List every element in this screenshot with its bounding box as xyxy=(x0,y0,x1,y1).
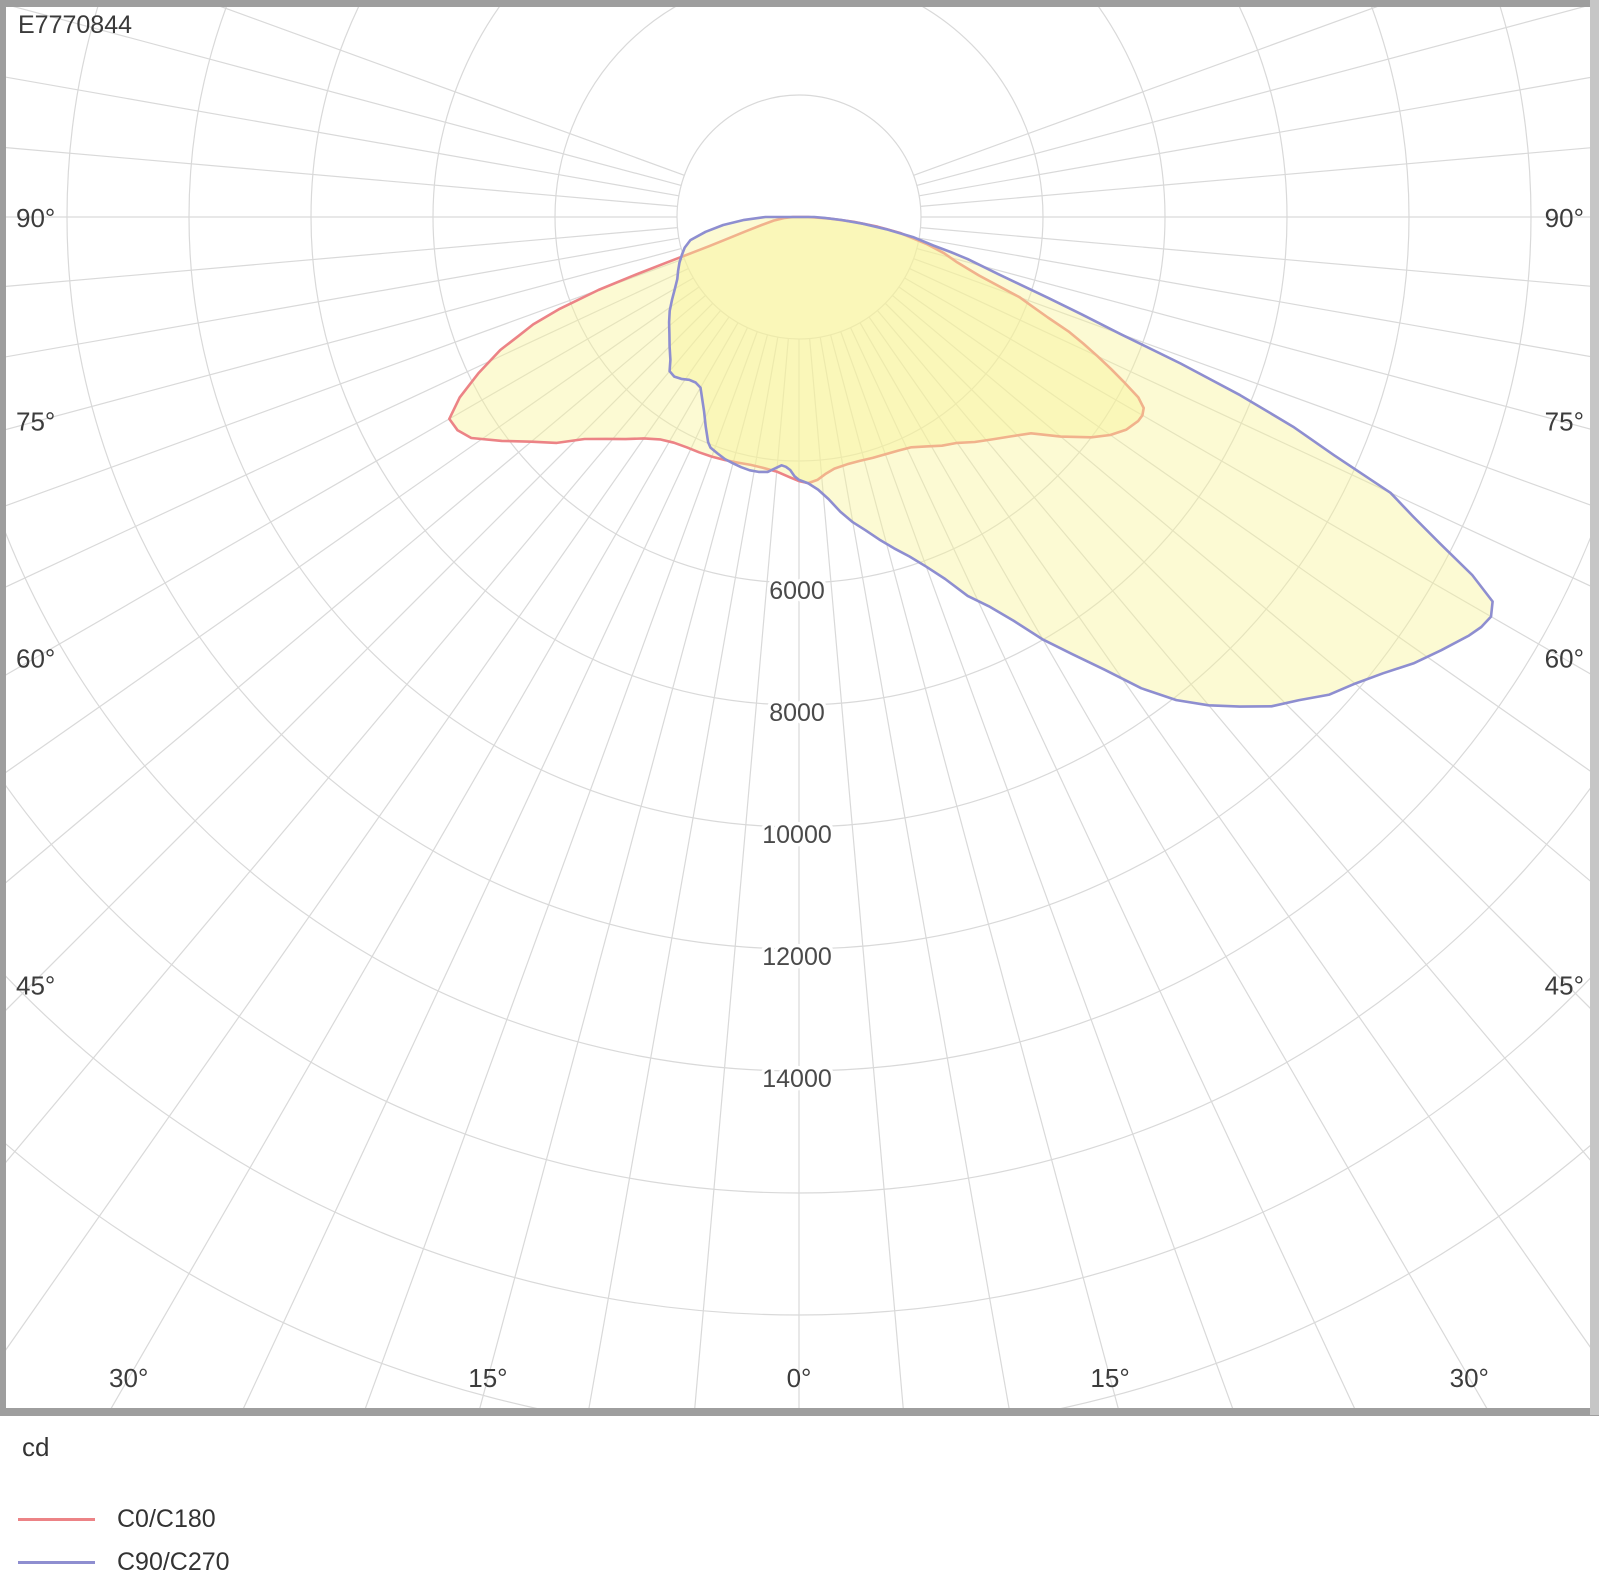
gamma-spoke-50 xyxy=(892,294,1590,882)
gamma-spoke-100 xyxy=(919,76,1590,197)
intensity-ring-label-14000: 14000 xyxy=(762,1065,832,1093)
intensity-ring-label-6000: 6000 xyxy=(769,577,825,605)
gamma-spoke-65 xyxy=(909,268,1590,587)
gamma-spoke--20 xyxy=(364,331,758,1408)
gamma-spoke--75 xyxy=(6,247,682,431)
gamma-spoke--40 xyxy=(6,310,722,1163)
gamma-spoke-25 xyxy=(850,327,1356,1408)
gamma-spoke-70 xyxy=(913,258,1590,506)
intensity-ring-label-12000: 12000 xyxy=(762,943,832,971)
gamma-label-bottom-r15: 15° xyxy=(1090,1363,1129,1393)
intensity-ring-label-8000: 8000 xyxy=(769,699,825,727)
gamma-spoke--60 xyxy=(6,277,694,676)
gamma-spoke-80 xyxy=(919,237,1590,358)
gamma-spoke-15 xyxy=(829,334,1119,1408)
gamma-spoke-55 xyxy=(898,286,1590,772)
gamma-spoke-40 xyxy=(876,310,1590,1161)
gamma-label-bottom-l30: 30° xyxy=(109,1363,148,1393)
legend-row-c90-c270: C90/C270 xyxy=(18,1541,230,1584)
gamma-spoke-45 xyxy=(884,302,1590,1009)
gamma-spoke-10 xyxy=(819,337,1010,1408)
polar-grid xyxy=(6,7,1590,1408)
axis-labels: 90° 90° 75° 75° 60° 60° 45° 45° 30° 15° 0° 15° 30° 60… xyxy=(16,203,1584,1393)
gamma-spoke--55 xyxy=(6,286,700,773)
gamma-spoke--15 xyxy=(479,334,769,1408)
c90-c270-line-swatch xyxy=(18,1561,95,1564)
c0-c180-line-swatch xyxy=(18,1518,95,1521)
gamma-spoke-95 xyxy=(920,147,1590,207)
polar-chart-area: 90° 90° 75° 75° 60° 60° 45° 45° 30° 15° 0° 15° 30° 60… xyxy=(0,0,1599,1416)
gamma-spoke-75 xyxy=(916,247,1590,430)
intensity-curves xyxy=(448,215,1494,708)
gamma-spoke-85 xyxy=(920,227,1590,287)
gamma-spoke--65 xyxy=(6,268,689,588)
legend: C0/C180 C90/C270 xyxy=(18,1498,230,1584)
gamma-spoke-5 xyxy=(809,338,904,1408)
gamma-spoke--45 xyxy=(6,302,714,1011)
gamma-label-right-90: 90° xyxy=(1545,203,1584,233)
gamma-spoke--10 xyxy=(588,337,779,1408)
gamma-spoke-105 xyxy=(916,7,1586,187)
chart-frame xyxy=(0,0,1599,1416)
gamma-label-left-75: 75° xyxy=(16,406,55,436)
gamma-spoke--25 xyxy=(242,327,748,1408)
gamma-spoke--70 xyxy=(6,258,685,507)
gamma-label-bottom-c0: 0° xyxy=(787,1363,812,1393)
gamma-label-bottom-l15: 15° xyxy=(468,1363,507,1393)
gamma-spoke--100 xyxy=(6,76,679,197)
intensity-ring-label-10000: 10000 xyxy=(762,821,832,849)
legend-label-c0-c180: C0/C180 xyxy=(117,1505,216,1533)
gamma-spoke--85 xyxy=(6,227,678,287)
gamma-spoke-60 xyxy=(904,277,1590,675)
gamma-spoke-20 xyxy=(840,331,1234,1408)
gamma-label-left-60: 60° xyxy=(16,644,55,674)
gamma-spoke--35 xyxy=(6,316,730,1351)
gamma-label-bottom-r30: 30° xyxy=(1450,1363,1489,1393)
gamma-label-left-90: 90° xyxy=(16,203,55,233)
unit-label: cd xyxy=(22,1432,50,1462)
gamma-spoke-110 xyxy=(913,7,1378,176)
legend-label-c90-c270: C90/C270 xyxy=(117,1548,230,1576)
gamma-label-right-45: 45° xyxy=(1545,971,1584,1001)
gamma-spoke--50 xyxy=(6,294,706,884)
gamma-spoke--95 xyxy=(6,147,678,207)
c90-c270-curve xyxy=(667,215,1494,708)
c0-c180-curve xyxy=(448,215,1145,485)
gamma-spoke--105 xyxy=(12,7,682,187)
legend-row-c0-c180: C0/C180 xyxy=(18,1498,230,1541)
gamma-spoke--110 xyxy=(220,7,685,176)
polar-photometric-chart: 90° 90° 75° 75° 60° 60° 45° 45° 30° 15° 0° 15° 30° 60… xyxy=(0,0,1599,1416)
gamma-spoke-30 xyxy=(859,322,1488,1408)
gamma-spoke--5 xyxy=(694,338,789,1408)
gamma-label-right-60: 60° xyxy=(1545,644,1584,674)
gamma-spoke--30 xyxy=(110,322,739,1408)
gamma-spoke-35 xyxy=(868,316,1590,1348)
gamma-label-right-75: 75° xyxy=(1545,406,1584,436)
gamma-spoke--80 xyxy=(6,237,679,358)
gamma-label-left-45: 45° xyxy=(16,971,55,1001)
chart-id-label: E7770844 xyxy=(18,11,133,39)
